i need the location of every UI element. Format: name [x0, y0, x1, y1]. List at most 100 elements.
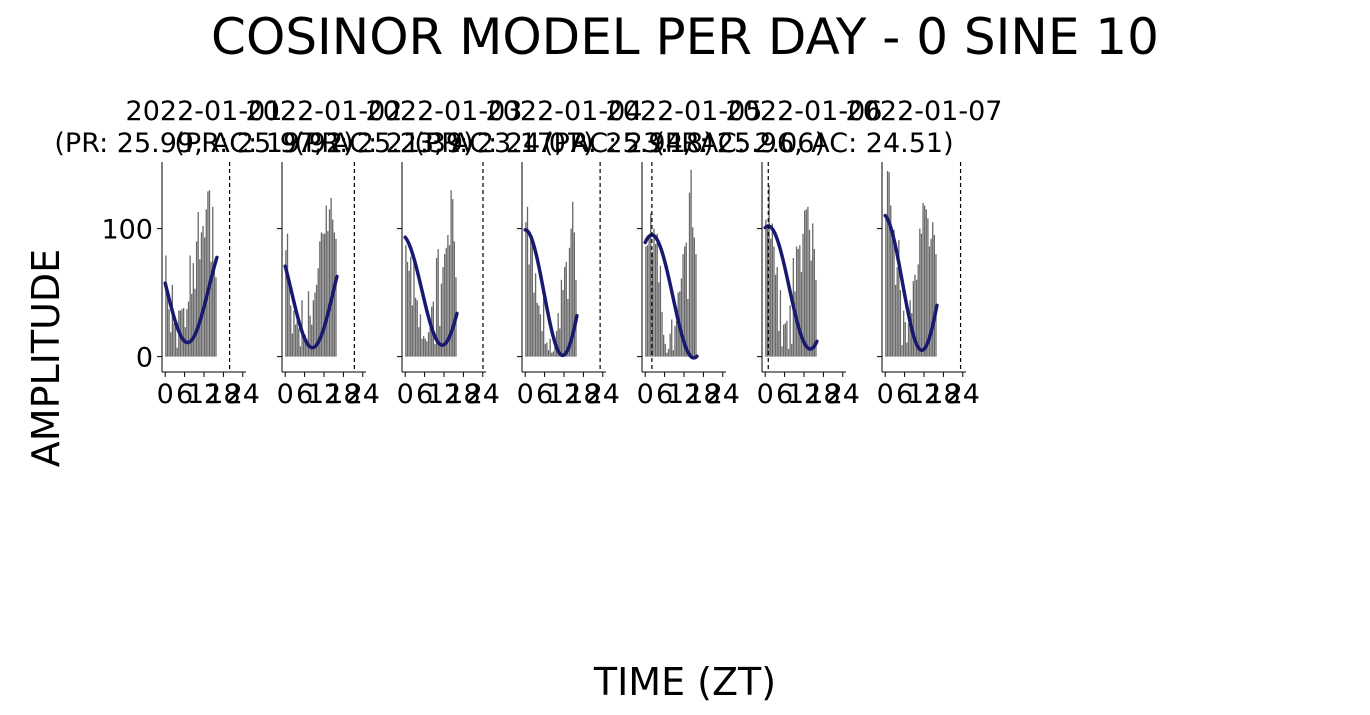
- bar: [531, 236, 534, 357]
- bar: [687, 299, 689, 357]
- cosinor-fit-line: [643, 233, 699, 360]
- x-tick-label: 0: [637, 379, 654, 410]
- x-tick-label: 24: [226, 379, 260, 410]
- bar: [784, 323, 786, 357]
- bar: [189, 255, 191, 357]
- bar: [774, 274, 777, 357]
- bar: [330, 197, 332, 357]
- bar: [667, 348, 670, 357]
- bar: [888, 172, 890, 357]
- bar: [194, 288, 196, 357]
- bar: [426, 341, 428, 357]
- bar: [298, 328, 300, 357]
- bar: [805, 209, 807, 357]
- bar: [324, 233, 326, 357]
- bar: [797, 249, 799, 357]
- panel-subtitle: (PR: 25.97, AC: 21.39): [174, 128, 473, 159]
- bar: [770, 238, 772, 357]
- bar: [552, 351, 555, 357]
- bar: [304, 334, 306, 357]
- bar: [663, 334, 665, 357]
- bar: [896, 267, 898, 357]
- bar: [314, 292, 316, 357]
- bar: [799, 245, 801, 357]
- bar: [787, 348, 790, 357]
- x-tick-label: 12: [427, 379, 461, 410]
- bar: [899, 290, 902, 357]
- panel-subtitle: (PR: 25.23, AC: 24.07): [294, 128, 593, 159]
- bar: [886, 170, 889, 357]
- bar: [452, 199, 454, 357]
- panel-subtitle: (PR: 23.17, AC: 23.18): [414, 128, 713, 159]
- bar: [573, 232, 576, 357]
- bar: [654, 243, 657, 357]
- bar: [551, 352, 553, 357]
- panel-date-title: 2022-01-07: [846, 96, 1003, 127]
- bar: [815, 279, 817, 357]
- cosinor-fit-line: [523, 228, 579, 358]
- bar: [437, 249, 439, 357]
- x-tick-label: 6: [776, 379, 793, 410]
- x-axis-label: TIME (ZT): [593, 660, 777, 704]
- bar: [215, 277, 217, 357]
- bar: [418, 327, 420, 357]
- x-tick-label: 12: [667, 379, 701, 410]
- y-axis-label: AMPLITUDE: [24, 248, 68, 468]
- bar: [294, 324, 297, 357]
- bar: [186, 309, 188, 357]
- cosinor-fit-line: [763, 224, 819, 351]
- cosinor-fit-line: [883, 213, 939, 352]
- bar: [783, 324, 785, 357]
- bar: [413, 254, 415, 357]
- bar: [320, 232, 323, 357]
- bar: [439, 325, 441, 357]
- y-tick-label: 100: [101, 215, 153, 246]
- bar: [293, 310, 295, 357]
- bar: [453, 241, 456, 357]
- bar: [804, 210, 806, 357]
- panel-date-title: 2022-01-06: [726, 96, 883, 127]
- bar: [645, 246, 647, 357]
- bar: [933, 234, 936, 357]
- bar: [907, 323, 910, 357]
- bar: [924, 205, 926, 357]
- x-tick-label: 24: [706, 379, 740, 410]
- bar: [322, 233, 324, 357]
- cosinor-fit-line: [163, 255, 219, 345]
- bar: [795, 246, 798, 357]
- bar: [328, 209, 331, 357]
- bar: [562, 290, 564, 357]
- x-tick-label: 12: [907, 379, 941, 410]
- bar: [776, 267, 778, 357]
- bar: [536, 302, 538, 357]
- bar: [445, 247, 447, 357]
- x-tick-label: 6: [296, 379, 313, 410]
- bar: [675, 320, 678, 357]
- bar: [680, 278, 683, 357]
- bar: [427, 332, 430, 357]
- bar: [674, 325, 676, 357]
- bar: [920, 233, 923, 357]
- bar: [335, 238, 337, 357]
- x-tick-label: 24: [826, 379, 860, 410]
- chart-title: COSINOR MODEL PER DAY - 0 SINE 10: [211, 8, 1159, 66]
- bar: [901, 345, 903, 357]
- bar: [171, 284, 174, 357]
- bar: [444, 254, 446, 357]
- bar: [568, 247, 571, 357]
- x-tick-label: 6: [416, 379, 433, 410]
- bar: [191, 293, 193, 357]
- bar: [205, 209, 207, 357]
- bar: [199, 259, 201, 357]
- bar: [781, 346, 783, 357]
- bar: [810, 260, 812, 357]
- bar: [319, 241, 321, 357]
- bar: [786, 320, 788, 357]
- bar: [197, 211, 199, 357]
- bar: [891, 238, 894, 357]
- bar: [898, 240, 900, 357]
- bar: [306, 338, 308, 357]
